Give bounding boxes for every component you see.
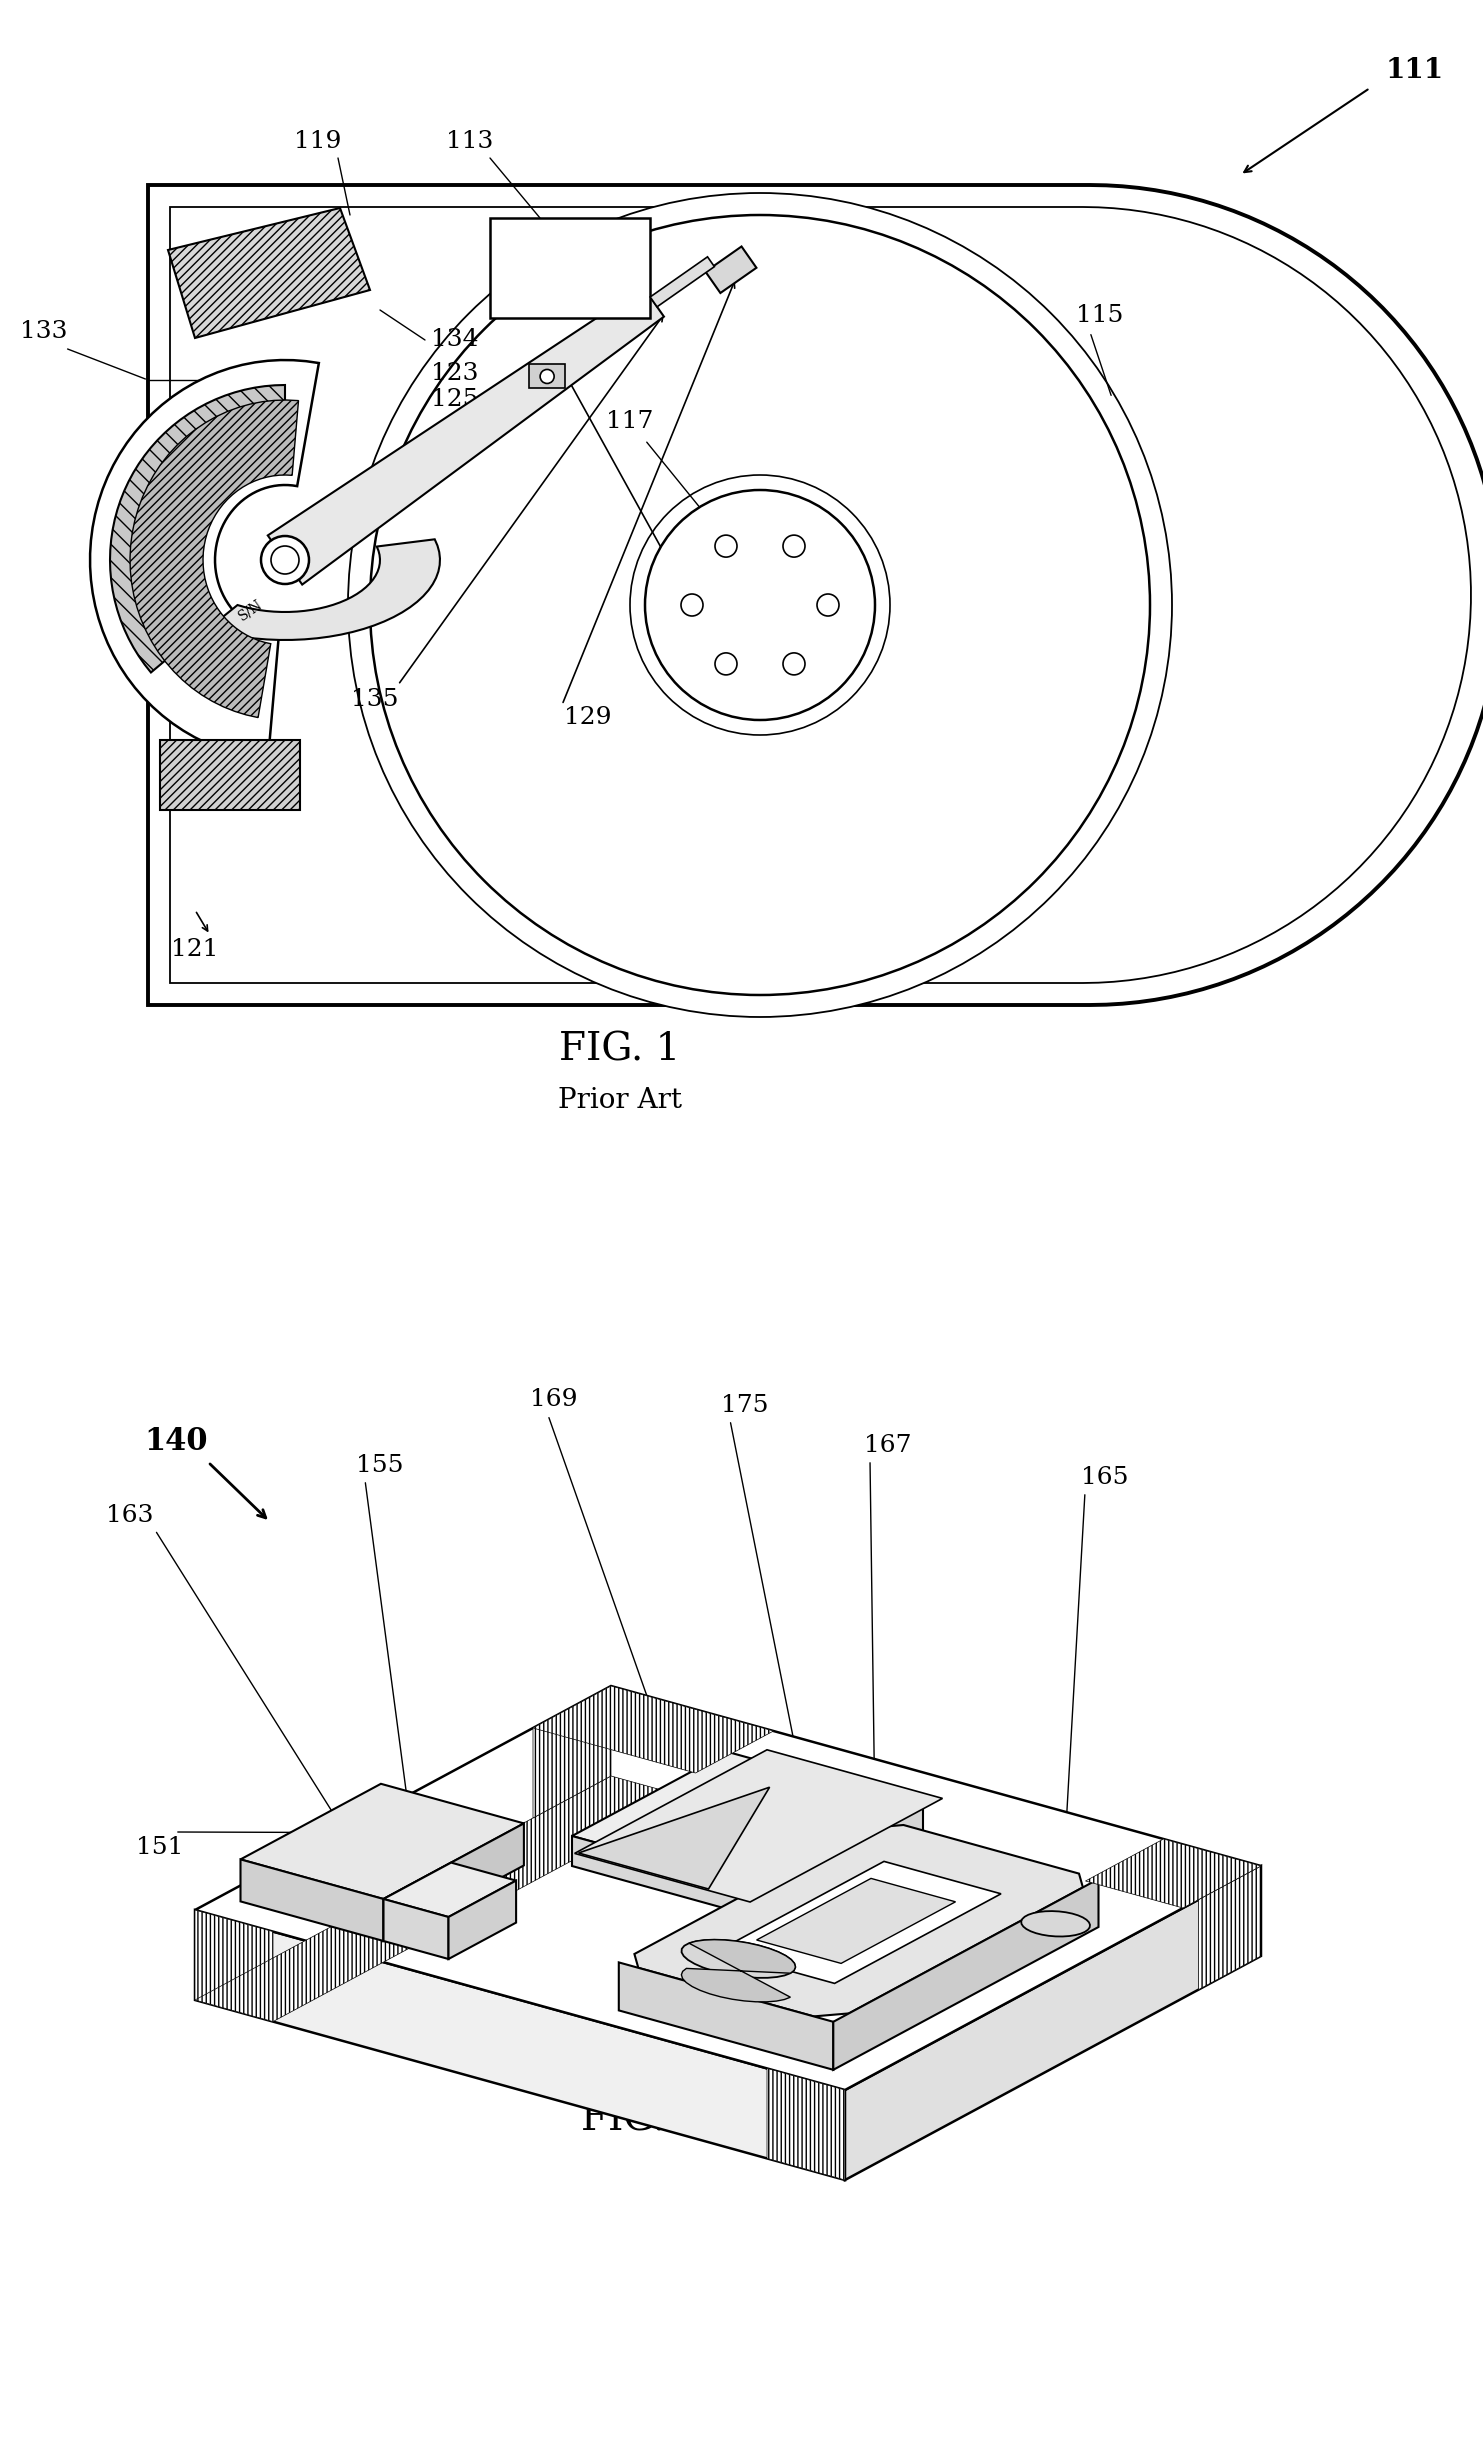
Text: 151: 151 bbox=[136, 1837, 184, 1859]
Text: 111: 111 bbox=[1387, 56, 1444, 83]
Polygon shape bbox=[833, 1879, 1099, 2069]
Text: 123: 123 bbox=[432, 361, 479, 385]
Polygon shape bbox=[578, 1786, 770, 1889]
Circle shape bbox=[817, 595, 839, 617]
Polygon shape bbox=[448, 1881, 516, 1959]
Text: 140: 140 bbox=[144, 1426, 208, 1457]
Text: 163: 163 bbox=[107, 1504, 154, 1526]
Text: 161: 161 bbox=[525, 1876, 571, 1898]
Text: 113: 113 bbox=[446, 132, 494, 154]
Text: 129: 129 bbox=[876, 1825, 924, 1850]
Polygon shape bbox=[240, 1859, 384, 1940]
Circle shape bbox=[681, 595, 703, 617]
Polygon shape bbox=[90, 361, 319, 760]
Bar bbox=[489, 217, 650, 317]
Text: 125: 125 bbox=[432, 387, 479, 412]
Circle shape bbox=[783, 536, 805, 558]
Circle shape bbox=[369, 214, 1149, 994]
Polygon shape bbox=[618, 1962, 833, 2069]
Text: 155: 155 bbox=[356, 1452, 403, 1477]
Text: 175: 175 bbox=[721, 1394, 768, 1416]
Polygon shape bbox=[706, 246, 756, 292]
Polygon shape bbox=[529, 366, 565, 387]
Circle shape bbox=[261, 536, 308, 585]
Text: 121: 121 bbox=[172, 938, 218, 963]
Text: 133: 133 bbox=[21, 322, 68, 344]
Polygon shape bbox=[532, 1686, 611, 1818]
Polygon shape bbox=[160, 741, 300, 809]
Text: 153: 153 bbox=[696, 1857, 744, 1879]
Text: FIG. 2: FIG. 2 bbox=[581, 2101, 703, 2140]
Text: 169: 169 bbox=[531, 1389, 578, 1411]
Text: S/N: S/N bbox=[236, 597, 265, 624]
Polygon shape bbox=[194, 1777, 690, 2023]
Polygon shape bbox=[635, 1825, 1083, 2015]
Text: 115: 115 bbox=[1077, 305, 1124, 327]
Text: 119: 119 bbox=[294, 132, 341, 154]
Polygon shape bbox=[572, 1835, 767, 1920]
Polygon shape bbox=[756, 1879, 955, 1964]
Text: 117: 117 bbox=[607, 409, 654, 434]
Polygon shape bbox=[384, 1823, 523, 1940]
Polygon shape bbox=[681, 1940, 795, 2001]
Circle shape bbox=[715, 653, 737, 675]
Polygon shape bbox=[384, 1862, 516, 1918]
Polygon shape bbox=[110, 385, 285, 673]
Polygon shape bbox=[1198, 1867, 1261, 1989]
Polygon shape bbox=[384, 1898, 448, 1959]
Text: 135: 135 bbox=[351, 690, 399, 712]
Text: Prior Art: Prior Art bbox=[558, 1087, 682, 1114]
Polygon shape bbox=[572, 1752, 922, 1891]
Text: 127: 127 bbox=[687, 582, 734, 607]
Polygon shape bbox=[532, 1686, 774, 1774]
Polygon shape bbox=[574, 1750, 943, 1901]
Text: 134: 134 bbox=[432, 329, 479, 351]
Polygon shape bbox=[718, 1862, 1001, 1984]
Polygon shape bbox=[268, 288, 664, 585]
Polygon shape bbox=[131, 400, 298, 716]
Circle shape bbox=[715, 536, 737, 558]
Polygon shape bbox=[171, 207, 1471, 982]
Circle shape bbox=[349, 193, 1172, 1016]
Text: FIG. 1: FIG. 1 bbox=[559, 1031, 681, 1067]
Polygon shape bbox=[194, 1911, 845, 2181]
Polygon shape bbox=[208, 539, 440, 641]
Polygon shape bbox=[650, 256, 715, 307]
Polygon shape bbox=[845, 1867, 1261, 2181]
Text: 129: 129 bbox=[564, 707, 612, 729]
Circle shape bbox=[540, 370, 555, 383]
Polygon shape bbox=[194, 1686, 1261, 2091]
Polygon shape bbox=[148, 185, 1483, 1004]
Polygon shape bbox=[240, 1784, 523, 1898]
Circle shape bbox=[645, 490, 875, 719]
Text: 165: 165 bbox=[1081, 1467, 1129, 1489]
Circle shape bbox=[271, 546, 300, 575]
Polygon shape bbox=[682, 1940, 795, 1979]
Polygon shape bbox=[1022, 1911, 1090, 1937]
Polygon shape bbox=[1086, 1840, 1261, 1908]
Text: 167: 167 bbox=[865, 1433, 912, 1457]
Polygon shape bbox=[767, 1806, 922, 1920]
Polygon shape bbox=[194, 1911, 273, 2023]
Polygon shape bbox=[168, 207, 369, 339]
Polygon shape bbox=[767, 2069, 845, 2181]
Circle shape bbox=[783, 653, 805, 675]
Circle shape bbox=[630, 475, 890, 736]
